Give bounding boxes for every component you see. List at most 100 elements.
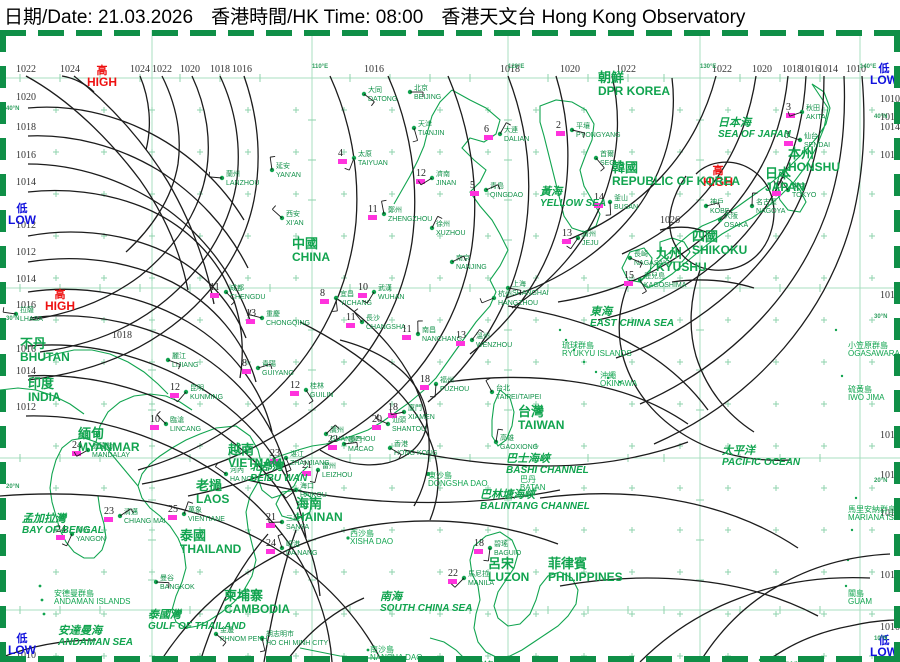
wind-barb-feather-icon <box>282 494 287 499</box>
isobar-label: 1020 <box>16 92 36 103</box>
weather-symbol-icon <box>104 517 113 522</box>
weather-symbol-icon <box>420 385 429 390</box>
surface-analysis-map[interactable]: 1022 1024 1024 1022 1020 1018 1016 1016 1018 1020… <box>0 30 900 662</box>
station-plot: 湛江 ZHANJIANG 23 <box>270 448 330 473</box>
sea-label-en: SOUTH CHINA SEA <box>380 603 472 614</box>
station-plot: 濟南 JINAN 12 <box>416 168 456 187</box>
wind-barb-feather-icon <box>356 442 358 448</box>
station-temperature: 10 <box>150 414 160 425</box>
wind-barb-icon <box>215 633 227 643</box>
wind-barb-icon <box>257 363 271 369</box>
country-label-en: THAILAND <box>180 542 242 556</box>
wind-barb-feather-icon <box>641 290 647 295</box>
wind-barb-icon <box>285 457 292 471</box>
station-plot: 金邊 PHNOM PENH <box>213 625 267 647</box>
island-label-en: GUAM <box>848 597 872 606</box>
wind-barb-feather-icon <box>583 132 586 138</box>
isobar-labels: 1022 1024 1024 1022 1020 1018 1016 1016 1018 1020… <box>16 64 900 661</box>
station-name-en: NANJING <box>456 264 487 271</box>
station-plot: 成都 CHENGDU 11 <box>210 282 265 306</box>
station-plot: 胡志明市 HO CHI MINH CITY <box>259 629 329 653</box>
wind-barb-icon <box>389 447 402 455</box>
wind-barb-feather-icon <box>506 122 511 126</box>
island-label-cn: 西沙島 <box>350 528 374 538</box>
station-temperature: 23 <box>270 448 280 459</box>
station-name-cn: 清邁 <box>124 507 138 516</box>
country-label-en: LAOS <box>196 492 229 506</box>
station-name-cn: 萬象 <box>188 505 202 514</box>
station-name-cn: 秋田 <box>806 103 820 112</box>
wind-barb-feather-icon <box>718 202 721 208</box>
country-label-cn: 菲律賓 <box>548 556 587 571</box>
pressure-system-low-cn: 低 <box>16 631 28 645</box>
wind-barb-feather-icon <box>156 410 161 416</box>
station-name-en: GAOXIONG <box>500 444 538 451</box>
country-label-cn: 中國 <box>292 236 318 251</box>
weather-chart[interactable]: 1022 1024 1024 1022 1020 1018 1016 1016 1018 1020… <box>0 30 900 662</box>
isobar-label: 1010 <box>880 94 900 105</box>
country-label-cn: 越南 <box>227 442 254 457</box>
grid-crosses <box>53 107 875 659</box>
station-temperature: 11 <box>368 204 378 215</box>
station-name-cn: 桂林 <box>310 381 324 390</box>
station-temperature: 23 <box>104 506 114 517</box>
station-plot: 秋田 AKITA 3 <box>786 102 826 121</box>
grid-coordinate-label: 120°E <box>508 64 524 70</box>
wind-barb-icon <box>277 535 283 549</box>
wind-barb-feather-icon <box>277 533 283 537</box>
wind-barb-feather-icon <box>389 409 392 415</box>
station-temperature: 20 <box>372 414 382 425</box>
station-name-en: DALIAN <box>504 136 529 143</box>
wind-barb-icon <box>348 157 355 171</box>
station-dot <box>351 155 357 161</box>
station-plot: 南京 NANJING <box>449 253 487 271</box>
isobar-label: 1012 <box>880 570 900 581</box>
station-temperature: 10 <box>772 180 782 191</box>
weather-symbol-icon <box>170 393 179 398</box>
station-name-en: SEOUL <box>600 160 624 167</box>
station-plot: 拉薩 LHASA <box>2 305 43 323</box>
island-label-cn: 東沙島 <box>428 470 452 480</box>
weather-symbol-icon <box>416 179 425 184</box>
station-plot: 萬象 VIENTIANE 25 <box>168 501 225 523</box>
sea-label-cn: 東海 <box>590 305 614 318</box>
weather-symbol-icon <box>556 131 565 136</box>
station-name-en: FUZHOU <box>440 386 469 393</box>
isobar-label: 1014 <box>818 64 838 75</box>
station-temperature: 8 <box>242 358 247 369</box>
wind-barb-icon <box>363 93 375 103</box>
wind-barb-feather-icon <box>188 501 194 504</box>
country-label-en: TAIWAN <box>518 418 564 432</box>
station-name-cn: 太原 <box>358 149 372 158</box>
island-label-cn: 沖繩 <box>600 370 616 380</box>
isobar-label: 1016 <box>16 300 36 311</box>
station-dot <box>797 137 803 143</box>
station-name-cn: 大連 <box>504 125 518 134</box>
station-name-en: NAGASAKI <box>634 260 670 267</box>
station-temperature: 24 <box>266 538 276 549</box>
station-name-cn: 徐州 <box>436 219 450 228</box>
isobar-label: 1022 <box>712 64 732 75</box>
station-name-cn: 延安 <box>276 161 290 170</box>
weather-symbol-icon <box>484 135 493 140</box>
sea-label-en: YELLOW SEA <box>540 198 606 209</box>
station-temperature: 24 <box>56 524 66 535</box>
station-plot: 臨滄 LINCANG 10 <box>150 410 201 433</box>
station-plot: 北京 BEIJING <box>407 83 441 101</box>
country-label-cn: 印度 <box>28 376 55 391</box>
country-label-cn: 台灣 <box>518 404 544 419</box>
station-name-en: WUHAN <box>378 294 404 301</box>
isobar-label: 1022 <box>152 64 172 75</box>
weather-symbol-icon <box>448 579 457 584</box>
station-name-en: HANGZHOU <box>498 300 538 307</box>
station-plot: 雷州 LEIZHOU 21 <box>302 460 352 484</box>
header-date: 日期/Date: 21.03.2026 <box>4 6 194 28</box>
station-name-en: TOKYO <box>792 192 817 199</box>
station-plot: 廣州 GUANGZHOU <box>323 424 376 443</box>
station-name-cn: 廣州 <box>330 425 344 434</box>
station-name-cn: 臨滄 <box>170 415 184 424</box>
station-plot: 首爾 SEOUL <box>593 149 624 172</box>
country-label-cn: 呂宋 <box>488 556 515 571</box>
isobar-label: 1020 <box>180 64 200 75</box>
isobar-label: 1014 <box>880 122 900 133</box>
